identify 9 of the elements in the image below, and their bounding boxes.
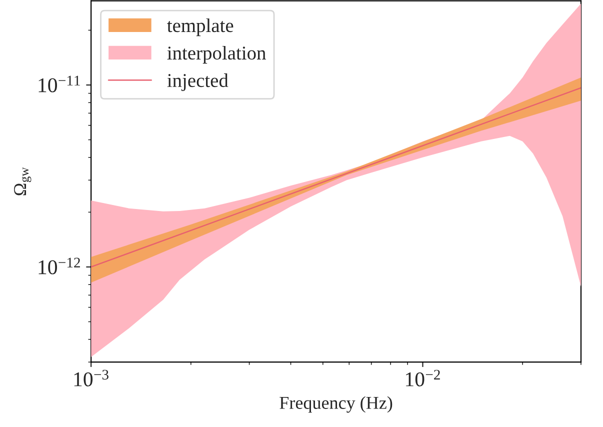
legend-label: injected bbox=[167, 73, 228, 92]
x-tick-label: 10$^{−3}$ bbox=[74, 370, 108, 386]
legend-label: template bbox=[167, 18, 234, 36]
y-tick-label: 10$^{−12}$ bbox=[38, 258, 80, 274]
x-axis-title: Frequency (Hz) bbox=[280, 396, 392, 413]
y-axis-title: Ω$_{gw}$ bbox=[14, 167, 32, 196]
legend-label: interpolation bbox=[167, 46, 266, 64]
y-tick-label: 10$^{−11}$ bbox=[38, 76, 80, 92]
x-tick-label: 10$^{−2}$ bbox=[406, 370, 440, 386]
